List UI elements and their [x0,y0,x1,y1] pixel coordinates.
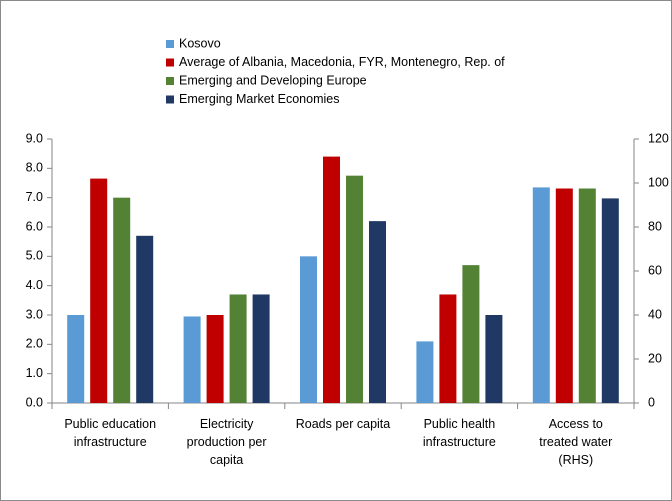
bar [323,156,340,403]
y-tick-label: 3.0 [26,307,43,321]
x-tick-label: Electricity production per capita [186,417,267,467]
bar [346,175,363,403]
bar [67,315,85,403]
bar [416,341,434,403]
y-tick-label: 6.0 [26,219,43,233]
legend-swatch [166,95,174,104]
bar [90,178,108,403]
bar [183,316,201,403]
bar [555,188,573,403]
bar [206,315,224,403]
y2-tick-label: 100 [648,175,669,189]
bar [252,294,270,403]
legend-swatch [166,40,174,48]
y-tick-label: 7.0 [26,190,43,204]
bar [439,294,457,403]
bar [532,187,550,403]
legend-swatch [166,77,174,85]
x-tick-label: Access to treated water (RHS) [539,417,613,467]
bar [369,221,386,403]
bar [113,197,131,403]
y-tick-label: 4.0 [26,278,43,292]
bar [578,188,596,403]
y-tick-label: 0.0 [26,395,43,409]
y2-tick-label: 60 [648,263,662,277]
y-tick-label: 2.0 [26,337,43,351]
legend-label: Emerging Market Economies [179,92,339,106]
legend-label: Kosovo [179,36,221,50]
x-tick-label: Public education infrastructure [64,417,157,449]
x-tick-label: Roads per capita [295,417,391,431]
bar [601,198,619,403]
y-tick-label: 5.0 [26,249,43,263]
y-tick-label: 8.0 [26,161,43,175]
y2-tick-label: 120 [648,131,669,145]
legend-label: Average of Albania, Macedonia, FYR, Mont… [179,55,505,69]
bar [485,315,503,403]
bar [300,256,317,403]
y-tick-label: 9.0 [26,131,43,145]
bar [462,265,480,403]
bar [136,235,154,403]
y2-tick-label: 80 [648,219,662,233]
legend-label: Emerging and Developing Europe [179,73,367,87]
y2-tick-label: 40 [648,307,662,321]
x-tick-label: Public health infrastructure [422,417,496,449]
bar [229,294,247,403]
y2-tick-label: 0 [648,395,655,409]
y-tick-label: 1.0 [26,366,43,380]
legend-swatch [166,58,174,67]
y2-tick-label: 20 [648,351,662,365]
